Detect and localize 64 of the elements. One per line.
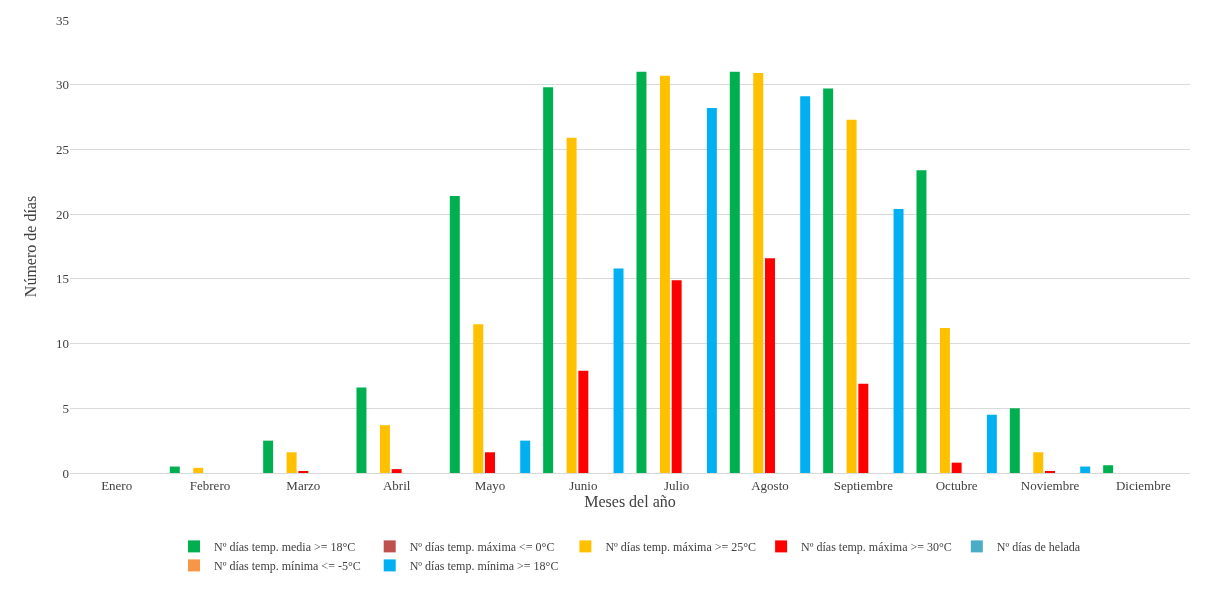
x-tick-label: Febrero: [189, 477, 231, 493]
x-tick-label: Enero: [101, 477, 133, 493]
x-tick-label: Junio: [569, 477, 598, 493]
bar: [485, 452, 495, 473]
y-tick-label: 5: [62, 400, 69, 416]
x-tick-label: Noviembre: [1020, 477, 1080, 493]
x-tick-label: Octubre: [935, 477, 978, 493]
y-tick-label: 35: [56, 12, 69, 28]
x-tick-label: Agosto: [751, 477, 789, 493]
bar: [1009, 408, 1020, 473]
x-axis-title: Meses del año: [584, 493, 676, 511]
bar: [846, 119, 857, 473]
x-tick-label: Abril: [382, 477, 411, 493]
legend-label: Nº días temp. máxima <= 0°C: [409, 540, 555, 555]
x-tick-label: Diciembre: [1115, 477, 1171, 493]
bar: [729, 71, 740, 473]
bar: [286, 452, 297, 473]
legend-label: Nº días temp. máxima >= 25°C: [605, 540, 757, 555]
bar: [578, 370, 589, 473]
bar: [753, 73, 764, 473]
bar: [951, 462, 962, 473]
x-tick-label: Mayo: [474, 477, 506, 493]
bar: [823, 88, 834, 473]
y-tick-label: 10: [56, 336, 69, 352]
bar: [613, 268, 624, 473]
legend-label: Nº días temp. máxima >= 30°C: [801, 540, 952, 555]
legend-label: Nº días temp. mínima <= -5°C: [214, 559, 361, 574]
bar: [893, 208, 904, 473]
bar: [986, 414, 997, 473]
x-tick-label: Julio: [664, 477, 690, 493]
x-tick-label: Septiembre: [833, 477, 894, 493]
bar: [636, 71, 647, 473]
bar: [391, 469, 402, 473]
bar: [1103, 465, 1114, 473]
bar: [916, 170, 927, 473]
bar: [659, 75, 670, 473]
bar: [263, 440, 274, 473]
bar: [356, 387, 367, 473]
bar: [193, 467, 204, 473]
bar: [379, 425, 390, 473]
bar: [1033, 452, 1044, 473]
y-tick-label: 20: [56, 206, 69, 222]
bar: [765, 258, 775, 473]
bar: [449, 196, 460, 473]
bar: [566, 137, 577, 473]
y-tick-label: 0: [62, 465, 69, 481]
y-tick-label: 25: [56, 141, 69, 157]
legend-label: Nº días de helada: [996, 540, 1081, 555]
x-tick-label: Marzo: [286, 477, 321, 493]
bar: [473, 324, 484, 473]
bar: [1080, 466, 1091, 473]
bar: [706, 108, 717, 473]
bar: [939, 328, 950, 473]
bar: [671, 280, 682, 473]
y-tick-label: 30: [56, 77, 69, 93]
legend-label: Nº días temp. mínima >= 18°C: [409, 559, 559, 574]
bar: [800, 96, 811, 473]
bar: [520, 440, 531, 473]
bar: [858, 383, 869, 473]
legend-label: Nº días temp. media >= 18°C: [214, 540, 356, 555]
bar: [169, 466, 180, 473]
y-axis-title: Número de días: [21, 195, 39, 298]
bar: [543, 87, 554, 473]
y-tick-label: 15: [56, 271, 69, 287]
